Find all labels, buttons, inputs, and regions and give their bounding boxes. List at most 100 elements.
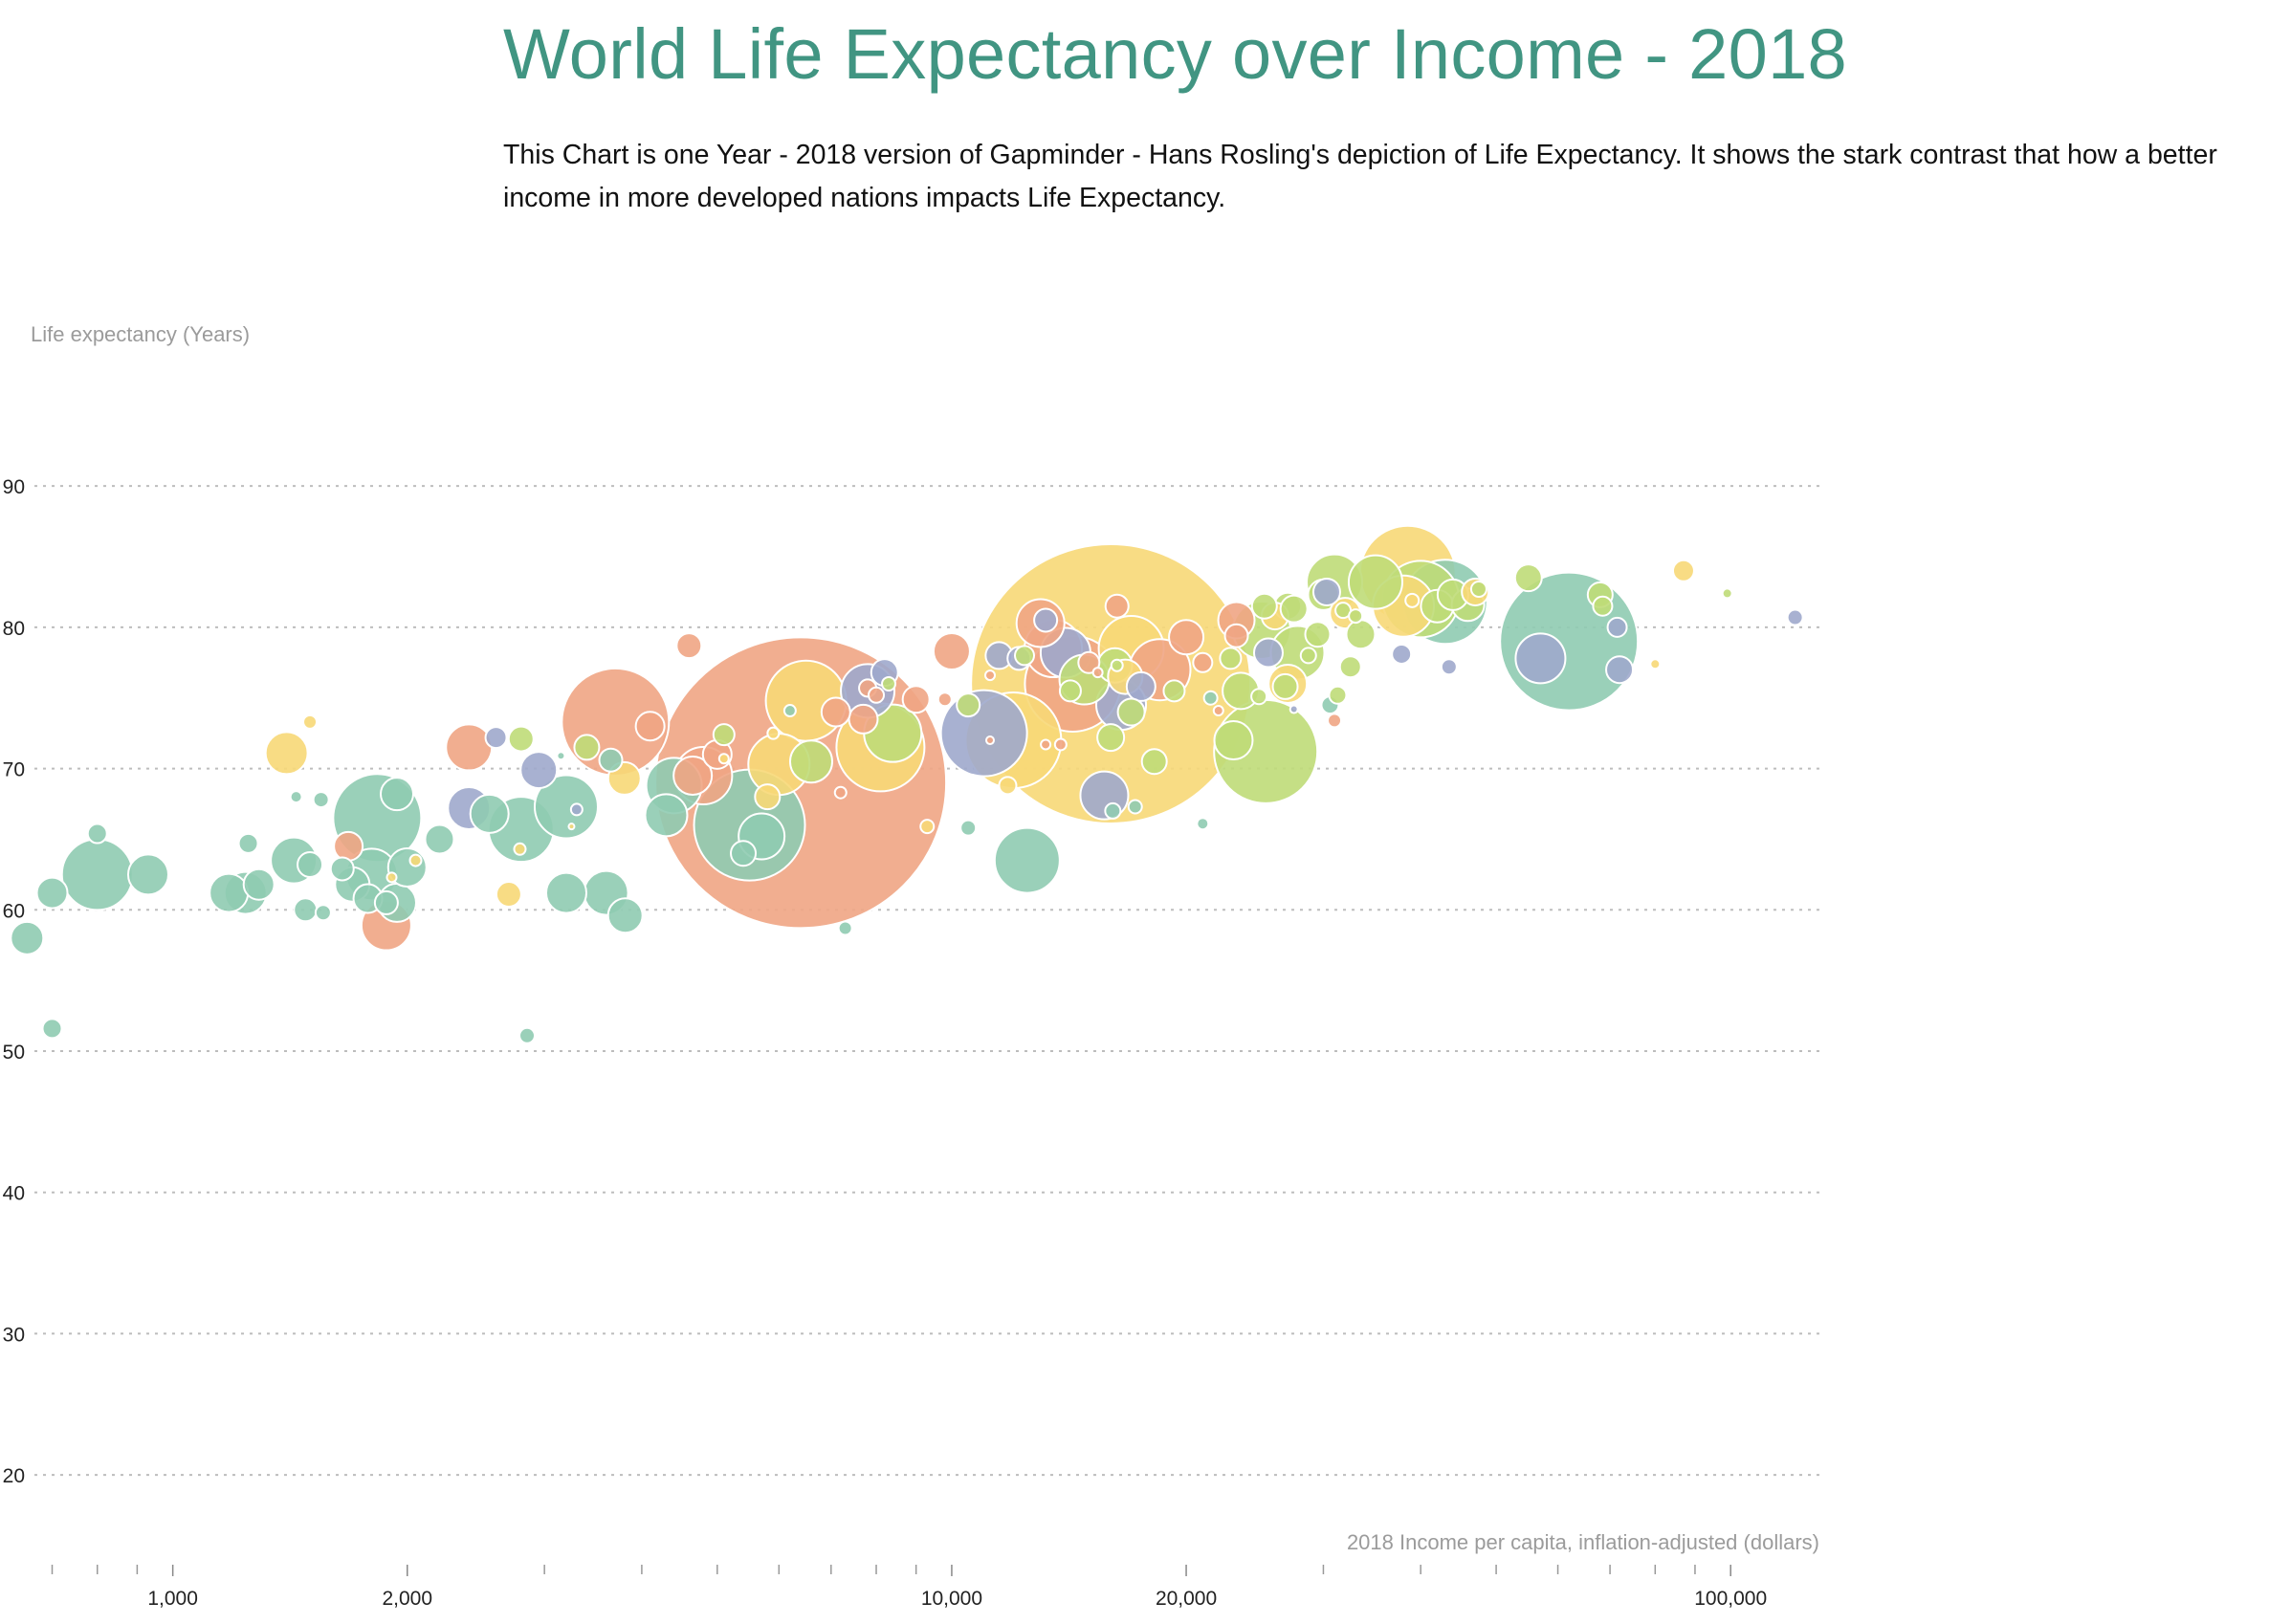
country-bubble[interactable] bbox=[1499, 571, 1640, 712]
country-bubble[interactable] bbox=[959, 819, 978, 837]
country-bubble[interactable] bbox=[712, 723, 736, 747]
country-bubble[interactable] bbox=[373, 889, 399, 915]
country-bubble[interactable] bbox=[41, 1018, 63, 1040]
country-bubble[interactable] bbox=[1168, 619, 1205, 656]
country-bubble[interactable] bbox=[312, 791, 330, 809]
country-bubble[interactable] bbox=[484, 726, 508, 750]
country-bubble[interactable] bbox=[424, 823, 455, 855]
country-bubble[interactable] bbox=[1140, 748, 1168, 776]
country-bubble[interactable] bbox=[60, 838, 134, 911]
country-bubble[interactable] bbox=[1271, 672, 1299, 700]
country-bubble[interactable] bbox=[1338, 655, 1362, 679]
country-bubble[interactable] bbox=[1053, 737, 1068, 752]
country-bubble[interactable] bbox=[675, 632, 703, 660]
country-bubble[interactable] bbox=[314, 904, 332, 922]
country-bubble[interactable] bbox=[1033, 607, 1059, 633]
country-bubble[interactable] bbox=[1252, 637, 1284, 669]
country-bubble[interactable] bbox=[820, 696, 851, 728]
country-bubble[interactable] bbox=[1786, 608, 1804, 626]
country-bubble[interactable] bbox=[644, 793, 689, 838]
country-bubble[interactable] bbox=[1345, 619, 1377, 650]
country-bubble[interactable] bbox=[788, 739, 833, 784]
country-bubble[interactable] bbox=[302, 713, 319, 730]
country-bubble[interactable] bbox=[939, 689, 1028, 778]
country-bubble[interactable] bbox=[1219, 647, 1243, 670]
country-bubble[interactable] bbox=[507, 725, 535, 753]
country-bubble[interactable] bbox=[1606, 616, 1628, 638]
country-bubble[interactable] bbox=[919, 819, 936, 835]
country-bubble[interactable] bbox=[544, 871, 587, 914]
country-bubble[interactable] bbox=[513, 842, 527, 856]
country-bubble[interactable] bbox=[766, 726, 781, 740]
country-bubble[interactable] bbox=[1391, 643, 1413, 665]
country-bubble[interactable] bbox=[386, 871, 398, 884]
country-bubble[interactable] bbox=[1125, 670, 1157, 702]
country-bubble[interactable] bbox=[1513, 563, 1543, 593]
country-bubble[interactable] bbox=[833, 785, 848, 800]
country-bubble[interactable] bbox=[1077, 650, 1101, 674]
country-bubble[interactable] bbox=[754, 783, 782, 811]
country-bubble[interactable] bbox=[1721, 587, 1733, 600]
country-bubble[interactable] bbox=[936, 691, 953, 708]
country-bubble[interactable] bbox=[1091, 667, 1104, 679]
country-bubble[interactable] bbox=[1328, 685, 1348, 705]
country-bubble[interactable] bbox=[1104, 593, 1130, 619]
country-bubble[interactable] bbox=[1605, 655, 1635, 685]
country-bubble[interactable] bbox=[1347, 554, 1403, 610]
country-bubble[interactable] bbox=[1250, 688, 1268, 706]
country-bubble[interactable] bbox=[264, 731, 309, 776]
country-bubble[interactable] bbox=[717, 753, 730, 765]
country-bubble[interactable] bbox=[730, 840, 758, 867]
country-bubble[interactable] bbox=[1127, 799, 1143, 815]
country-bubble[interactable] bbox=[932, 631, 971, 670]
country-bubble[interactable] bbox=[1196, 817, 1210, 831]
country-bubble[interactable] bbox=[848, 703, 879, 735]
country-bubble[interactable] bbox=[1104, 801, 1122, 820]
country-bubble[interactable] bbox=[1096, 723, 1126, 753]
country-bubble[interactable] bbox=[598, 747, 624, 773]
country-bubble[interactable] bbox=[445, 723, 494, 772]
country-bubble[interactable] bbox=[1404, 592, 1421, 608]
country-bubble[interactable] bbox=[1279, 594, 1309, 624]
country-bubble[interactable] bbox=[1162, 679, 1186, 703]
country-bubble[interactable] bbox=[518, 1026, 537, 1044]
country-bubble[interactable] bbox=[1202, 690, 1219, 706]
country-bubble[interactable] bbox=[1649, 658, 1662, 670]
country-bubble[interactable] bbox=[634, 711, 666, 742]
country-bubble[interactable] bbox=[672, 755, 714, 796]
country-bubble[interactable] bbox=[126, 853, 169, 896]
country-bubble[interactable] bbox=[1040, 738, 1052, 751]
country-bubble[interactable] bbox=[10, 920, 45, 955]
country-bubble[interactable] bbox=[408, 853, 423, 867]
country-bubble[interactable] bbox=[1213, 720, 1254, 761]
country-bubble[interactable] bbox=[333, 830, 364, 862]
country-bubble[interactable] bbox=[837, 920, 853, 936]
country-bubble[interactable] bbox=[293, 897, 319, 923]
country-bubble[interactable] bbox=[1327, 713, 1343, 729]
country-bubble[interactable] bbox=[1304, 621, 1332, 648]
country-bubble[interactable] bbox=[956, 692, 981, 718]
country-bubble[interactable] bbox=[998, 776, 1018, 796]
country-bubble[interactable] bbox=[1192, 651, 1214, 673]
country-bubble[interactable] bbox=[1592, 595, 1614, 617]
country-bubble[interactable] bbox=[567, 823, 576, 831]
country-bubble[interactable] bbox=[289, 790, 303, 804]
country-bubble[interactable] bbox=[1014, 645, 1036, 667]
country-bubble[interactable] bbox=[993, 826, 1061, 894]
country-bubble[interactable] bbox=[242, 867, 275, 901]
country-bubble[interactable] bbox=[1110, 658, 1124, 672]
country-bubble[interactable] bbox=[1212, 705, 1224, 717]
country-bubble[interactable] bbox=[1469, 580, 1487, 598]
country-bubble[interactable] bbox=[1058, 679, 1082, 703]
country-bubble[interactable] bbox=[519, 751, 559, 790]
country-bubble[interactable] bbox=[380, 777, 415, 812]
country-bubble[interactable] bbox=[606, 897, 644, 934]
country-bubble[interactable] bbox=[1311, 577, 1341, 606]
country-bubble[interactable] bbox=[1116, 697, 1146, 727]
country-bubble[interactable] bbox=[984, 669, 997, 682]
country-bubble[interactable] bbox=[533, 774, 599, 840]
country-bubble[interactable] bbox=[1348, 608, 1364, 625]
country-bubble[interactable] bbox=[209, 872, 250, 913]
country-bubble[interactable] bbox=[782, 704, 797, 718]
country-bubble[interactable] bbox=[1514, 632, 1567, 685]
